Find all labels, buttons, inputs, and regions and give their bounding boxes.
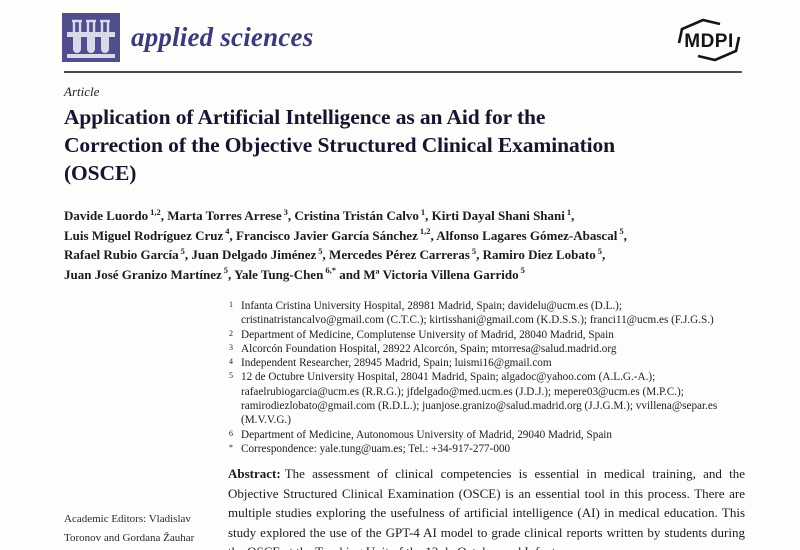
- author-separator: ,: [229, 227, 236, 243]
- affiliation-text: Independent Researcher, 28945 Madrid, Sp…: [241, 357, 552, 370]
- affiliation-text: Correspondence: yale.tung@uam.es; Tel.: …: [241, 442, 511, 455]
- author-name: Rafael Rubio García: [64, 247, 179, 262]
- author-affiliation-ref: 5: [180, 245, 185, 256]
- author-affiliation-ref: 1: [420, 206, 426, 217]
- author-name: Davide Luordo: [64, 208, 149, 223]
- affiliation-marker: 2: [229, 328, 233, 338]
- journal-header: applied sciences MDPI: [62, 12, 746, 64]
- author-line: Luis Miguel Rodríguez Cruz 4, Francisco J…: [64, 226, 754, 246]
- affiliation-marker: 6: [229, 428, 233, 438]
- affiliation-text: Department of Medicine, Complutense Univ…: [241, 328, 614, 341]
- author-separator: ,: [322, 247, 330, 262]
- title-line: (OSCE): [64, 161, 137, 185]
- affiliation-text: Department of Medicine, Autonomous Unive…: [241, 428, 612, 441]
- affiliation-item: * Correspondence: yale.tung@uam.es; Tel.:…: [228, 442, 745, 456]
- author-separator: and: [335, 266, 364, 282]
- author-separator: ,: [601, 247, 606, 262]
- author-affiliation-ref: 3: [283, 206, 288, 217]
- test-tubes-rack-icon: [62, 13, 120, 62]
- author-name: Francisco Javier García Sánchez: [236, 227, 418, 243]
- mdpi-logo-text: MDPI: [684, 31, 734, 52]
- affiliation-text: Alcorcón Foundation Hospital, 28922 Alco…: [241, 342, 617, 355]
- author-separator: ,: [430, 227, 437, 243]
- author-name: Mercedes Pérez Carreras: [329, 247, 470, 262]
- author-name: Luis Miguel Rodríguez Cruz: [64, 227, 224, 243]
- academic-editors-note: Academic Editors: Vladislav Toronov and …: [64, 513, 195, 544]
- journal-logo: applied sciences: [62, 13, 313, 62]
- author-separator: ,: [160, 208, 168, 223]
- author-separator: ,: [184, 247, 192, 262]
- author-name: Kirti Dayal Shani Shani: [431, 208, 565, 223]
- article-type-label: Article: [64, 84, 100, 99]
- affiliation-item: 1 Infanta Cristina University Hospital, 2…: [228, 299, 745, 328]
- affiliation-marker: *: [229, 442, 233, 452]
- author-name: Cristina Tristán Calvo: [294, 208, 419, 223]
- affiliation-text: 12 de Octubre University Hospital, 28041…: [241, 371, 718, 427]
- affiliation-marker: 5: [229, 371, 233, 381]
- author-affiliation-ref: 1: [566, 206, 572, 217]
- author-separator: ,: [287, 208, 295, 223]
- author-line: Rafael Rubio García 5, Juan Delgado Jimén…: [64, 245, 754, 265]
- author-separator: ,: [623, 227, 627, 243]
- author-separator: ,: [228, 266, 235, 282]
- affiliation-text: Infanta Cristina University Hospital, 28…: [241, 300, 714, 327]
- author-affiliation-ref: 5: [471, 245, 477, 256]
- mdpi-logo: MDPI: [677, 18, 741, 62]
- abstract-paragraph: Abstract: The assessment of clinical comp…: [228, 464, 745, 550]
- author-affiliation-ref: 6,*: [325, 265, 336, 276]
- author-affiliation-ref: 1,2: [150, 206, 161, 217]
- author-affiliation-ref: 5: [520, 265, 525, 276]
- author-line: Davide Luordo 1,2, Marta Torres Arrese 3, …: [64, 206, 754, 226]
- author-name: Juan José Granizo Martínez: [64, 266, 222, 282]
- header-divider: [64, 71, 742, 73]
- author-name: Alfonso Lagares Gómez-Abascal: [436, 227, 618, 243]
- affiliation-marker: 3: [229, 342, 233, 352]
- author-separator: ,: [571, 208, 575, 223]
- author-separator: ,: [476, 247, 483, 262]
- abstract-text: The assessment of clinical competencies …: [228, 466, 745, 550]
- affiliation-item: 2 Department of Medicine, Complutense Uni…: [228, 328, 745, 342]
- abstract-label: Abstract:: [228, 466, 281, 481]
- author-affiliation-ref: 5: [223, 265, 229, 276]
- affiliation-item: 3 Alcorcón Foundation Hospital, 28922 Alc…: [228, 342, 745, 356]
- affiliation-item: 5 12 de Octubre University Hospital, 2804…: [228, 370, 745, 427]
- affiliation-item: 4 Independent Researcher, 28945 Madrid, S…: [228, 356, 745, 370]
- affiliation-item: 6 Department of Medicine, Autonomous Univ…: [228, 428, 745, 442]
- affiliation-marker: 4: [229, 357, 233, 367]
- author-affiliation-ref: 4: [225, 226, 230, 237]
- author-name: Yale Tung-Chen: [234, 266, 324, 282]
- author-name: Mª Victoria Villena Garrido: [363, 266, 519, 282]
- author-affiliation-ref: 5: [318, 245, 323, 256]
- journal-name: applied sciences: [131, 22, 314, 52]
- author-name: Ramiro Diez Lobato: [482, 247, 596, 262]
- title-line: Correction of the Objective Structured C…: [64, 133, 616, 157]
- author-affiliation-ref: 1,2: [419, 226, 431, 237]
- author-affiliation-ref: 5: [597, 245, 602, 256]
- article-title: Application of Artificial Intelligence a…: [64, 103, 748, 187]
- author-list: Davide Luordo 1,2, Marta Torres Arrese 3, …: [64, 206, 754, 284]
- affiliation-list: 1 Infanta Cristina University Hospital, 2…: [228, 299, 745, 456]
- author-name: Juan Delgado Jiménez: [191, 247, 317, 262]
- author-separator: ,: [425, 208, 432, 223]
- author-name: Marta Torres Arrese: [167, 208, 282, 223]
- title-line: Application of Artificial Intelligence a…: [64, 105, 546, 129]
- affiliation-marker: 1: [229, 300, 233, 309]
- author-line: Juan José Granizo Martínez 5, Yale Tung-C…: [64, 265, 754, 285]
- author-affiliation-ref: 5: [619, 226, 624, 237]
